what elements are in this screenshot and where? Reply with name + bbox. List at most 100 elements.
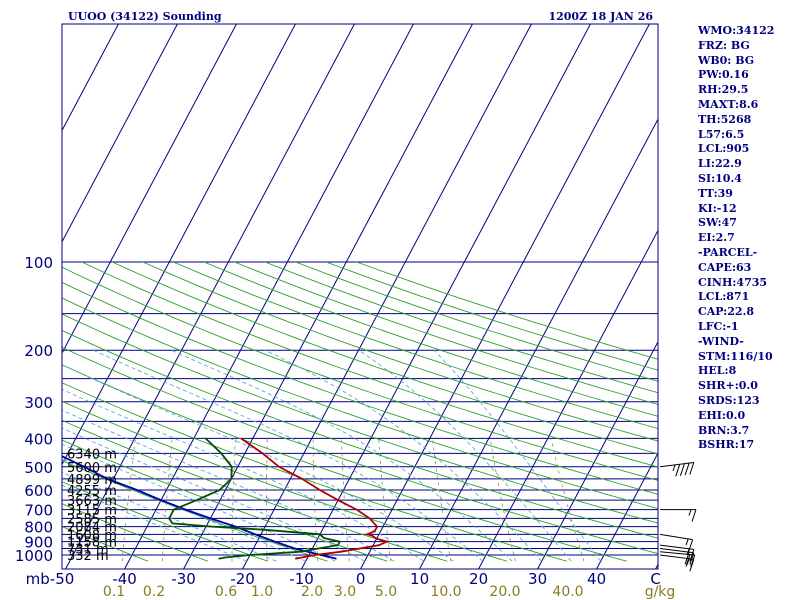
mixing-ratio-label: 10.0	[430, 584, 461, 600]
mixing-ratio-label: 3.0	[334, 584, 356, 600]
mixing-ratio-line	[121, 438, 136, 562]
isotherm-line	[301, 24, 591, 569]
index-line: RH:29.5	[698, 83, 749, 97]
index-line: PW:0.16	[698, 68, 749, 82]
dry-adiabat-line	[62, 329, 658, 539]
mixing-ratio-line	[162, 438, 173, 562]
dry-adiabat-line	[62, 266, 658, 481]
index-line: TT:39	[698, 186, 733, 200]
isotherm-line	[62, 24, 296, 466]
wind-barb	[659, 551, 696, 568]
mixing-ratio-line	[489, 438, 516, 562]
temperature-label: C	[650, 570, 660, 588]
index-line: CINH:4735	[698, 275, 768, 289]
wind-barbs	[659, 461, 697, 572]
index-line: MAXT:8.6	[698, 97, 759, 111]
moist-adiabat-line	[170, 349, 513, 562]
wind-barb-staff	[659, 551, 695, 556]
wind-barb-feather	[684, 462, 690, 476]
wind-barb-feather	[672, 464, 676, 472]
index-line: SW:47	[698, 216, 737, 230]
mixing-ratio-line	[550, 438, 585, 562]
temperature-label: 20	[469, 570, 488, 588]
dry-adiabat-line	[62, 481, 268, 562]
dry-adiabat-line	[62, 346, 658, 555]
pressure-label: 400	[24, 430, 53, 448]
wind-barb-staff	[659, 461, 694, 468]
dry-adiabat-line	[62, 297, 658, 510]
height-label: 3663 m	[67, 494, 117, 509]
isotherm-line	[62, 24, 178, 243]
index-line: -PARCEL-	[698, 245, 758, 259]
dry-adiabat-line	[264, 261, 658, 394]
mixing-ratio-label: 2.0	[301, 584, 323, 600]
pressure-label: 800	[24, 519, 53, 537]
index-line: BRN:3.7	[698, 423, 750, 437]
mixing-ratio-unit: g/kg	[645, 584, 676, 600]
wind-barb-staff	[659, 544, 694, 550]
dry-adiabat-line	[62, 281, 658, 495]
mixing-ratio-label: 20.0	[489, 584, 520, 600]
mixing-ratio-label: 5.0	[375, 584, 397, 600]
isotherm-line	[478, 229, 658, 569]
mixing-ratio-line	[341, 438, 350, 562]
dry-adiabat-line	[62, 313, 658, 524]
isotherm-line	[62, 24, 119, 132]
moist-adiabat-line	[62, 443, 336, 562]
isotherm-line	[124, 24, 414, 569]
wind-barb-feather	[690, 554, 696, 568]
temperature-label: 0	[356, 570, 366, 588]
temperature-label: 10	[410, 570, 429, 588]
indices-panel: WMO:34122 FRZ: BG WB0: BG PW:0.16 RH:29.5 MAX…	[698, 24, 798, 453]
index-line: -WIND-	[698, 334, 744, 348]
index-line: CAP:22.8	[698, 305, 755, 319]
height-label: 1608 m	[67, 528, 117, 543]
index-line: SHR+:0.0	[698, 379, 758, 393]
dry-adiabat-line	[203, 261, 658, 417]
wind-barb-feather	[685, 554, 691, 567]
mixing-ratio-label: 0.2	[143, 584, 165, 600]
index-line: SI:10.4	[698, 171, 742, 185]
index-line: BSHR:17	[698, 438, 755, 452]
wind-barb-feather	[684, 552, 690, 565]
mixing-ratio-labels: 0.1 0.2 0.6 1.0 2.0 3.0 5.0 10.0 20.0 40.0 g/kg	[103, 584, 675, 600]
index-line: LI:22.9	[698, 157, 742, 171]
isotherm-line	[596, 452, 658, 569]
wind-barb-feather	[689, 549, 695, 562]
dry-adiabat-line	[62, 526, 149, 562]
wind-barb	[659, 461, 695, 477]
temperature-label: -10	[289, 570, 314, 588]
mixing-ratio-line	[312, 438, 319, 562]
height-label: 731 m	[67, 543, 109, 558]
moist-adiabat-line	[358, 349, 572, 562]
wind-barb	[660, 509, 697, 522]
dry-adiabat-line	[62, 503, 209, 562]
moist-adiabat-line	[62, 388, 424, 562]
moist-adiabat-line	[433, 349, 602, 562]
observation-time: 1200Z 18 JAN 26	[548, 10, 653, 23]
isotherm-line	[360, 24, 650, 569]
wind-barb-staff	[659, 533, 693, 541]
pressure-label: 200	[24, 342, 53, 360]
index-line: SRDS:123	[698, 393, 760, 407]
temperature-label: -40	[112, 570, 137, 588]
height-label: 332 m	[67, 549, 109, 564]
moist-adiabat-line	[62, 364, 454, 562]
mixing-ratio-line	[432, 438, 452, 562]
wind-barb-feather	[689, 462, 695, 475]
dewpoint-trace	[168, 437, 342, 560]
height-label: 4255 m	[67, 484, 117, 499]
temperature-label: 40	[587, 570, 606, 588]
dry-adiabat-line	[62, 400, 508, 562]
isotherm-line	[242, 24, 532, 569]
index-line: KI:-12	[698, 201, 737, 215]
moist-adiabat-line	[264, 349, 543, 562]
height-label: 4899 m	[67, 473, 117, 488]
mixing-ratio-label: 0.6	[215, 584, 237, 600]
pressure-label: 300	[24, 394, 53, 412]
profile-lines	[62, 437, 390, 560]
isotherm-line	[419, 118, 658, 569]
mixing-ratio-line	[378, 438, 392, 562]
